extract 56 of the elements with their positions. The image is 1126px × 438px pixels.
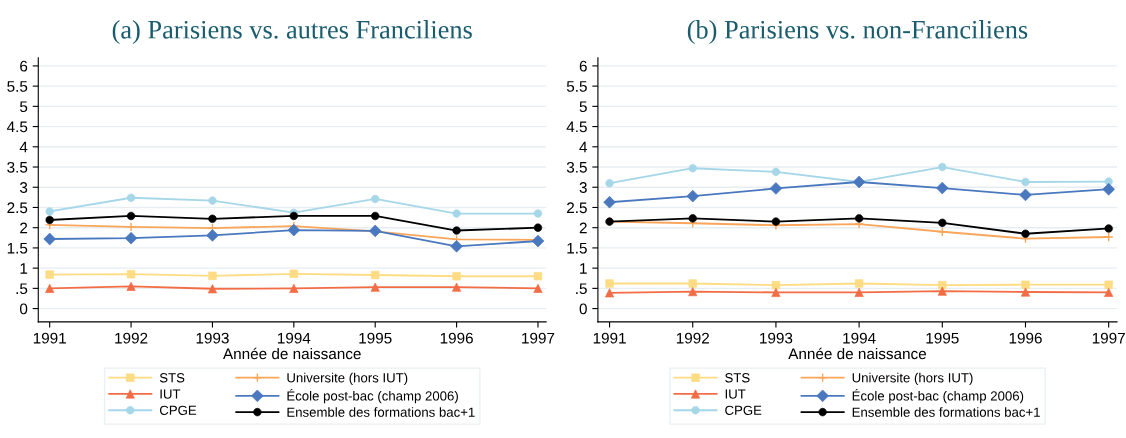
chart-title: (b) Parisiens vs. non-Franciliens	[687, 20, 1028, 44]
y-tick-label: 2	[20, 222, 28, 234]
y-tick-label: 2.5	[7, 202, 28, 214]
y-tick-label: 4	[19, 141, 28, 153]
legend-label: STS	[159, 373, 185, 383]
x-axis-title: Année de naissance	[788, 347, 926, 360]
y-tick-label: 3	[19, 182, 28, 193]
y-tick-label: 5	[579, 101, 587, 113]
y-tick-label: .5	[16, 283, 28, 295]
legend-label: Universite (hors IUT)	[852, 372, 973, 386]
x-tick-label: 1997	[1092, 332, 1125, 344]
chart-title: (a) Parisiens vs. autres Franciliens	[112, 20, 472, 44]
x-tick-label: 1993	[196, 332, 229, 344]
x-tick-label: 1995	[359, 332, 392, 344]
legend-label: STS	[725, 373, 750, 383]
y-tick-label: 1	[580, 263, 587, 274]
y-tick-label: .5	[576, 283, 587, 295]
legend-label: Universite (hors IUT)	[287, 372, 408, 386]
x-tick-label: 1996	[440, 332, 473, 344]
y-tick-label: 2	[579, 222, 587, 234]
x-tick-label: 1991	[593, 332, 626, 344]
legend-label: IUT	[725, 389, 746, 399]
y-tick-label: 3	[579, 182, 587, 193]
legend-label: IUT	[160, 389, 181, 399]
x-tick-label: 1993	[760, 332, 793, 344]
x-tick-label: 1994	[843, 332, 876, 344]
y-tick-label: 1.5	[7, 242, 28, 254]
y-tick-label: 0	[19, 303, 28, 315]
y-tick-label: 6	[20, 60, 28, 72]
y-tick-label: 5.5	[7, 81, 28, 92]
y-tick-label: 3.5	[7, 161, 28, 173]
legend-label: École post-bac (champ 2006)	[287, 389, 458, 404]
x-tick-label: 1995	[926, 332, 959, 344]
x-tick-label: 1994	[278, 332, 311, 344]
y-tick-label: 0	[579, 303, 587, 315]
y-tick-label: 2.5	[567, 202, 587, 214]
y-tick-label: 4.5	[566, 121, 587, 133]
x-tick-label: 1996	[1009, 332, 1042, 344]
legend-label: CPGE	[725, 405, 762, 415]
x-tick-label: 1997	[522, 332, 555, 344]
y-tick-label: 1.5	[567, 242, 587, 254]
y-tick-label: 1	[20, 263, 28, 274]
y-tick-label: 5.5	[566, 81, 587, 92]
x-axis-title: Année de naissance	[223, 347, 361, 360]
x-tick-label: 1992	[676, 332, 709, 344]
legend-label: Ensemble des formations bac+1	[852, 407, 1040, 417]
x-tick-label: 1991	[33, 332, 66, 344]
legend-label: École post-bac (champ 2006)	[852, 389, 1024, 404]
legend-label: CPGE	[159, 405, 197, 415]
y-tick-label: 5	[19, 101, 28, 113]
x-tick-label: 1992	[115, 332, 148, 344]
y-tick-label: 6	[579, 60, 587, 72]
y-tick-label: 3.5	[566, 161, 587, 173]
y-tick-label: 4	[579, 141, 588, 153]
y-tick-label: 4.5	[6, 121, 28, 133]
legend-label: Ensemble des formations bac+1	[287, 407, 475, 417]
